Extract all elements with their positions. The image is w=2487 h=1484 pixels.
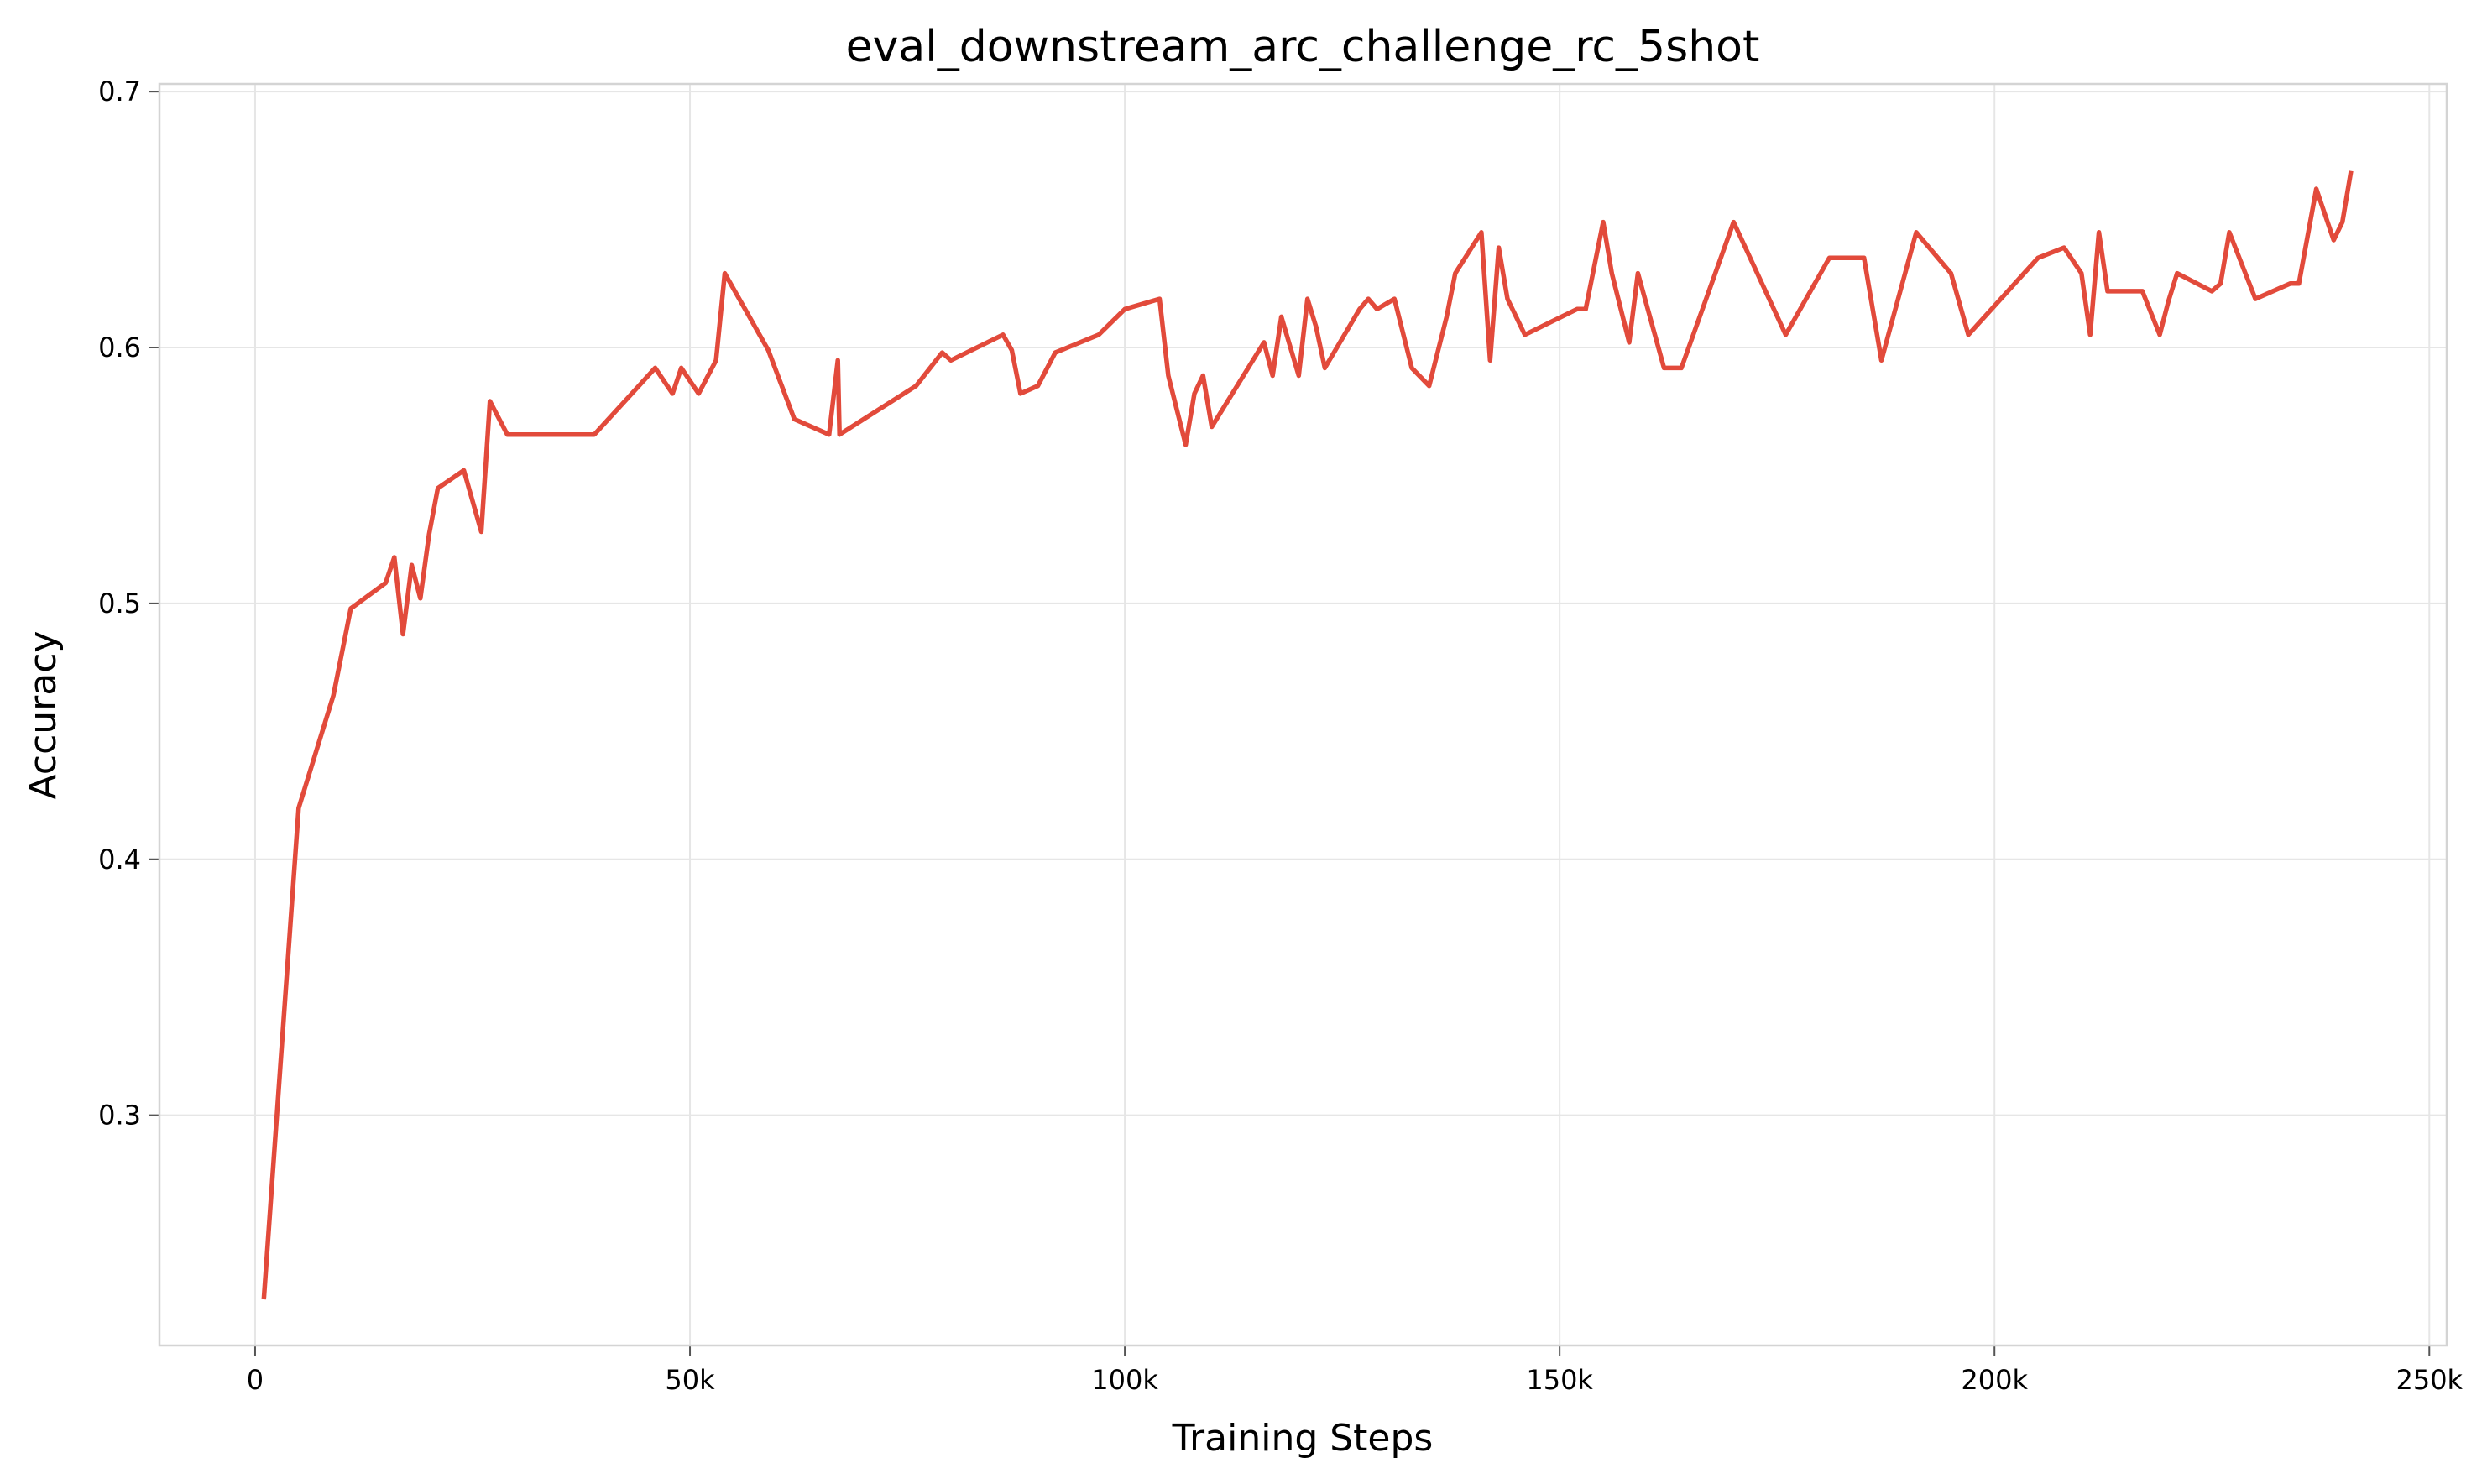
y-tick-label: 0.3 <box>98 1100 141 1131</box>
x-tick-label: 50k <box>665 1364 715 1396</box>
series-line <box>261 170 2354 1300</box>
grid <box>159 84 2447 1346</box>
x-tick-label: 150k <box>1526 1364 1593 1396</box>
y-tick-label: 0.4 <box>98 844 141 875</box>
x-tick-label: 0 <box>247 1364 264 1396</box>
y-tick-label: 0.5 <box>98 588 141 619</box>
y-axis-title: Accuracy <box>22 631 65 800</box>
x-axis-title: Training Steps <box>1172 1417 1434 1460</box>
series-layer <box>261 170 2354 1300</box>
x-tick-label: 250k <box>2396 1364 2463 1396</box>
plot-frame <box>158 82 2448 1347</box>
x-tick-label: 200k <box>1961 1364 2028 1396</box>
chart-title: eval_downstream_arc_challenge_rc_5shot <box>846 22 1760 72</box>
axis-ticks: 0 50k 100k 150k 200k 250k 0.3 0.4 0.5 0.6 0.7 <box>98 76 2463 1396</box>
x-tick-label: 100k <box>1091 1364 1158 1396</box>
y-tick-label: 0.6 <box>98 332 141 363</box>
y-tick-label: 0.7 <box>98 76 141 107</box>
